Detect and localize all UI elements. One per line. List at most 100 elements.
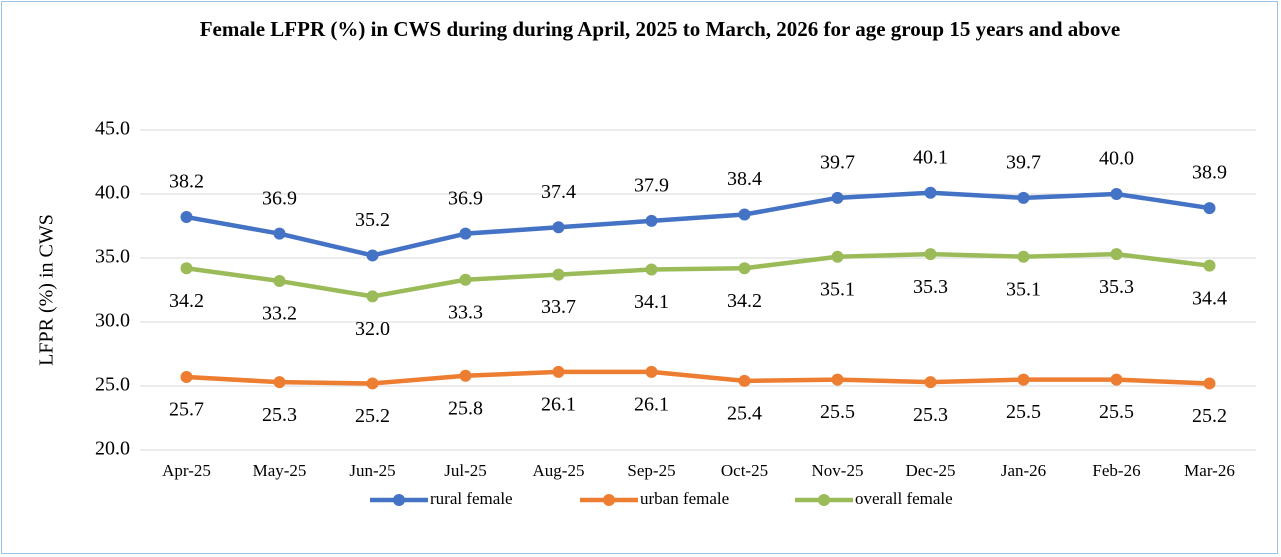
data-label: 25.7: [169, 399, 204, 421]
data-label: 25.4: [727, 402, 762, 424]
data-label: 25.8: [448, 397, 483, 419]
data-point: [552, 365, 565, 378]
data-label: 25.2: [1192, 405, 1227, 427]
data-label: 25.3: [262, 404, 297, 426]
data-label: 25.2: [355, 405, 390, 427]
data-point: [738, 208, 751, 221]
data-label: 35.3: [913, 276, 948, 298]
x-tick-label: Oct-25: [721, 461, 768, 480]
x-tick-label: Jan-26: [1001, 461, 1046, 480]
data-point: [924, 186, 937, 199]
y-axis-label: LFPR (%) in CWS: [36, 214, 58, 366]
y-tick-label: 35.0: [95, 246, 130, 268]
data-point: [831, 191, 844, 204]
data-label: 33.7: [541, 296, 576, 318]
data-label: 38.4: [727, 168, 762, 190]
data-label: 38.9: [1192, 162, 1227, 184]
data-point: [459, 227, 472, 240]
data-label: 25.5: [1006, 401, 1041, 423]
data-point: [459, 273, 472, 286]
data-label: 34.2: [169, 290, 204, 312]
data-point: [831, 373, 844, 386]
legend-marker: [818, 494, 830, 506]
data-label: 34.2: [727, 290, 762, 312]
data-point: [645, 263, 658, 276]
data-point: [1203, 377, 1216, 390]
chart-title: Female LFPR (%) in CWS during during Apr…: [199, 17, 1121, 41]
data-label: 33.2: [262, 303, 297, 325]
data-label: 35.2: [355, 209, 390, 231]
data-point: [738, 262, 751, 275]
y-tick-label: 20.0: [95, 438, 130, 460]
data-point: [1110, 188, 1123, 200]
data-point: [1017, 191, 1030, 204]
data-point: [1203, 259, 1216, 272]
legend-marker: [603, 494, 615, 506]
y-tick-label: 40.0: [95, 182, 130, 204]
x-tick-label: Jul-25: [444, 461, 487, 480]
data-point: [552, 221, 565, 234]
y-tick-label: 30.0: [95, 310, 130, 332]
x-tick-label: Feb-26: [1092, 461, 1140, 480]
data-point: [645, 365, 658, 378]
data-label: 34.4: [1192, 287, 1227, 309]
data-point: [273, 376, 286, 389]
data-label: 26.1: [634, 394, 669, 416]
x-tick-label: Apr-25: [162, 461, 211, 480]
data-point: [273, 227, 286, 240]
data-label: 34.1: [634, 291, 669, 313]
data-point: [366, 290, 379, 303]
data-label: 38.2: [169, 171, 204, 193]
y-tick-label: 25.0: [95, 374, 130, 396]
data-label: 36.9: [262, 187, 297, 209]
data-label: 25.5: [820, 401, 855, 423]
data-point: [738, 374, 751, 387]
data-label: 40.0: [1099, 148, 1134, 170]
data-label: 36.9: [448, 187, 483, 209]
data-point: [1110, 373, 1123, 386]
data-point: [831, 250, 844, 263]
legend-marker: [393, 494, 405, 506]
x-tick-label: Nov-25: [812, 461, 864, 480]
data-point: [645, 214, 658, 227]
data-point: [924, 248, 937, 261]
data-label: 35.1: [820, 278, 855, 300]
x-tick-label: Dec-25: [905, 461, 955, 480]
x-tick-label: Jun-25: [349, 461, 395, 480]
series-line: [186, 190, 1210, 258]
data-point: [1203, 202, 1216, 215]
data-label: 39.7: [820, 151, 855, 173]
legend-label: overall female: [855, 489, 953, 508]
data-label: 37.9: [634, 174, 669, 196]
data-point: [273, 275, 286, 288]
x-tick-label: May-25: [253, 461, 307, 480]
data-point: [1110, 248, 1123, 261]
data-label: 40.1: [913, 146, 948, 168]
data-point: [180, 262, 193, 275]
data-label: 35.1: [1006, 278, 1041, 300]
data-point: [366, 377, 379, 390]
data-point: [552, 268, 565, 281]
y-tick-label: 45.0: [95, 118, 130, 140]
data-label: 25.3: [913, 404, 948, 426]
data-point: [459, 369, 472, 382]
data-label: 25.5: [1099, 401, 1134, 423]
data-label: 33.3: [448, 301, 483, 323]
data-point: [180, 211, 193, 224]
legend-label: urban female: [640, 489, 729, 508]
data-label: 32.0: [355, 318, 390, 340]
x-tick-label: Sep-25: [627, 461, 675, 480]
series-line: [186, 251, 1210, 299]
data-label: 26.1: [541, 394, 576, 416]
data-point: [924, 376, 937, 389]
data-point: [1017, 250, 1030, 263]
data-label: 35.3: [1099, 276, 1134, 298]
data-point: [1017, 373, 1030, 386]
series-line: [186, 369, 1210, 386]
data-point: [366, 249, 379, 262]
data-label: 39.7: [1006, 151, 1041, 173]
data-point: [180, 371, 193, 384]
